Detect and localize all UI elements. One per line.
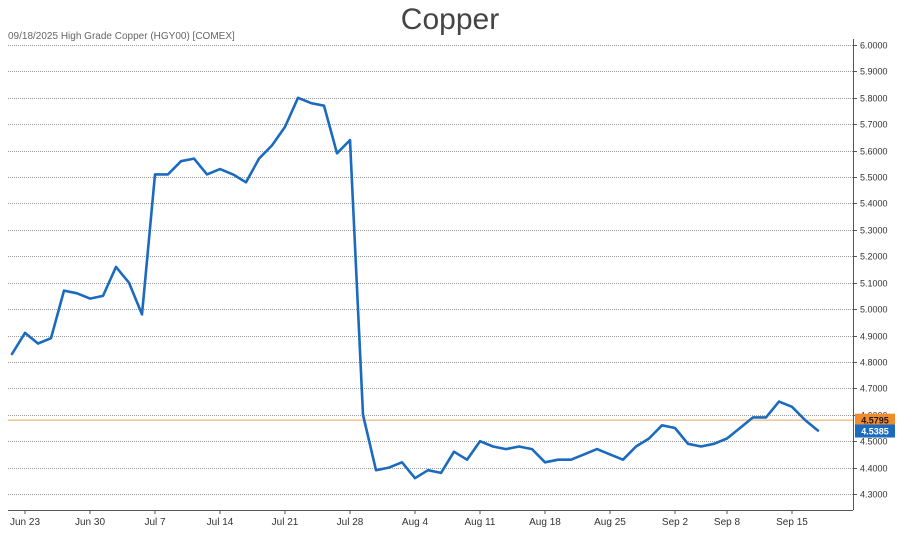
x-tick-label: Aug 18 — [529, 517, 561, 528]
grid-lines — [8, 45, 853, 495]
y-tick-label: 5.5000 — [860, 173, 888, 183]
x-tick-label: Jul 21 — [272, 517, 299, 528]
y-tick-label: 5.8000 — [860, 94, 888, 104]
last-value-badge-label: 4.5385 — [861, 427, 889, 437]
y-tick-label: 5.1000 — [860, 279, 888, 289]
y-tick-label: 5.6000 — [860, 147, 888, 157]
x-tick-label: Sep 2 — [662, 517, 689, 528]
y-tick-label: 4.7000 — [860, 384, 888, 394]
series-line — [10, 96, 820, 480]
y-tick-label: 6.0000 — [860, 41, 888, 51]
x-tick-label: Aug 4 — [402, 517, 429, 528]
y-tick-label: 4.3000 — [860, 490, 888, 500]
x-tick-label: Aug 25 — [594, 517, 626, 528]
x-tick-label: Sep 8 — [714, 517, 741, 528]
last-value-badge: 4.5385 — [855, 424, 895, 438]
y-tick-label: 5.2000 — [860, 252, 888, 262]
y-tick-label: 4.4000 — [860, 464, 888, 474]
y-tick-label: 4.9000 — [860, 332, 888, 342]
last-value-badge-bg — [855, 424, 895, 438]
x-tick-label: Sep 15 — [776, 517, 808, 528]
y-tick-label: 5.7000 — [860, 120, 888, 130]
x-tick-label: Jun 23 — [10, 517, 40, 528]
axes — [8, 39, 857, 514]
y-tick-label: 4.5000 — [860, 437, 888, 447]
y-tick-label: 5.9000 — [860, 67, 888, 77]
x-tick-label: Aug 11 — [465, 517, 496, 528]
reference-value-badge: 4.5795 — [855, 413, 895, 427]
y-tick-label: 4.8000 — [860, 358, 888, 368]
x-tick-label: Jul 7 — [144, 517, 166, 528]
x-tick-label: Jul 14 — [207, 517, 234, 528]
y-tick-label: 5.4000 — [860, 199, 888, 209]
series-group — [10, 96, 820, 480]
y-tick-label: 5.3000 — [860, 226, 888, 236]
x-tick-labels: Jun 23 Jun 30 Jul 7 Jul 14 Jul 21 Jul 28 Aug 4… — [10, 517, 808, 528]
x-tick-label: Jun 30 — [75, 517, 105, 528]
x-tick-label: Jul 28 — [337, 517, 364, 528]
chart-subtitle: 09/18/2025 High Grade Copper (HGY00) [CO… — [8, 31, 235, 42]
y-tick-label: 5.0000 — [860, 305, 888, 315]
chart-title: Copper — [400, 3, 500, 36]
reference-value-badge-bg — [855, 413, 895, 427]
reference-value-badge-label: 4.5795 — [861, 416, 889, 426]
